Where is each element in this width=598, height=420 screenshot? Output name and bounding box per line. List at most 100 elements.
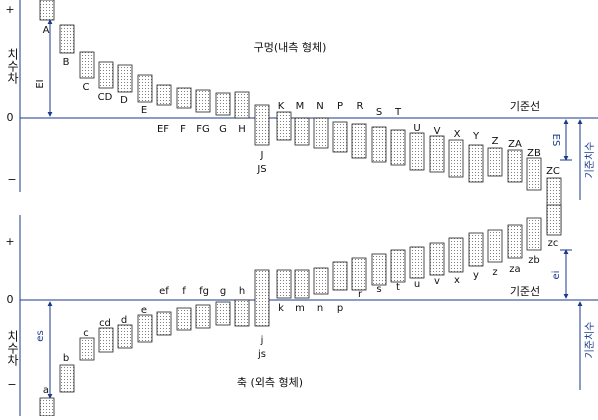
tolerance-zone: [526, 217, 542, 251]
tolerance-zone: [332, 261, 348, 291]
deviation-label: ES: [550, 134, 561, 147]
zone-label: j: [260, 335, 264, 346]
zone-label: Z: [492, 136, 499, 147]
tolerance-zone: [429, 242, 445, 276]
basic-size-label: 기준치수: [584, 142, 596, 179]
zone-label: s: [376, 284, 381, 295]
zone-label: JS: [256, 164, 266, 175]
zone-label: CD: [98, 92, 113, 103]
zero-label: 0: [7, 293, 14, 306]
zone-label: A: [43, 25, 50, 36]
tolerance-zone: [79, 337, 95, 361]
tolerance-zone: [294, 117, 310, 146]
minus-sign: −: [7, 378, 16, 391]
deviation-label: ei: [551, 271, 562, 280]
zone-label: t: [396, 282, 400, 293]
tolerance-zone: [507, 149, 523, 183]
tolerance-zone: [234, 91, 250, 119]
zone-label: y: [473, 270, 479, 281]
tolerance-zone: [390, 249, 406, 283]
zone-label: J: [260, 150, 264, 161]
tolerance-zone: [487, 147, 503, 177]
zone-label: C: [83, 82, 90, 93]
zone-label: x: [454, 275, 460, 286]
zone-label: u: [414, 279, 420, 290]
zone-label: cd: [99, 318, 111, 329]
zone-label: T: [394, 107, 402, 118]
zone-label: X: [454, 129, 461, 140]
zone-label: z: [492, 267, 497, 278]
zone-label: G: [219, 124, 227, 135]
tolerance-zone: [276, 269, 292, 299]
zone-label: M: [296, 101, 305, 112]
zone-label: N: [316, 101, 323, 112]
zone-label: EF: [157, 124, 169, 135]
zone-label: g: [220, 286, 226, 297]
title: 구멍(내측 형체): [254, 41, 327, 54]
zone-label: S: [376, 107, 382, 118]
tolerance-zone: [294, 269, 310, 299]
zone-label: U: [413, 123, 420, 134]
tolerance-zone: [98, 61, 114, 89]
zone-label: a: [43, 385, 49, 396]
baseline-label: 기준선: [510, 100, 540, 113]
zone-label: F: [180, 124, 186, 135]
zone-label: h: [239, 286, 245, 297]
baseline-label: 기준선: [510, 285, 540, 298]
tolerance-zone: [468, 232, 484, 267]
tolerance-zone: [351, 123, 367, 159]
zone-label: b: [63, 353, 69, 364]
tolerance-zone: [137, 314, 153, 343]
deviation-label: EI: [35, 79, 46, 88]
axis-label: 치수차: [6, 48, 20, 84]
tolerance-zone: [351, 257, 367, 291]
zone-label: R: [357, 101, 364, 112]
zero-label: 0: [7, 111, 14, 124]
plus-sign: +: [5, 3, 14, 16]
zone-label: k: [278, 303, 284, 314]
title: 축 (외측 형체): [237, 376, 303, 389]
tolerance-zone: [176, 87, 192, 109]
tolerance-zone: [137, 74, 153, 103]
zone-label: p: [337, 303, 343, 314]
plus-sign: +: [5, 235, 14, 248]
tolerance-zone: [215, 301, 231, 326]
zone-label: d: [121, 315, 127, 326]
zone-label: FG: [196, 124, 210, 135]
zone-label: fg: [199, 286, 209, 297]
zone-label: js: [257, 349, 266, 360]
zone-label: P: [337, 101, 343, 112]
zone-label: c: [83, 328, 89, 339]
tolerance-zone: [79, 51, 95, 79]
tolerance-zone: [117, 324, 133, 349]
tolerance-zone: [371, 253, 387, 286]
tolerance-zone: [507, 224, 523, 259]
tolerance-zone: [215, 92, 231, 116]
tolerance-zone: [409, 246, 425, 279]
tolerance-zone: [59, 364, 75, 393]
tolerance-zone: [390, 129, 406, 166]
zone-label: ZC: [546, 166, 560, 177]
tolerance-zone: [409, 132, 425, 171]
tolerance-zone: [448, 237, 464, 273]
tolerance-zone: [526, 157, 542, 191]
tolerance-zone: [98, 327, 114, 353]
zone-label: zc: [548, 238, 559, 249]
tolerance-zone: [276, 111, 292, 141]
zone-label: n: [317, 303, 323, 314]
tolerance-zone: [59, 24, 75, 54]
zone-label: H: [238, 124, 246, 135]
tolerance-zone: [156, 311, 172, 336]
tolerance-zone: [448, 139, 464, 178]
tolerance-zone: [313, 117, 329, 149]
zone-label: E: [141, 105, 147, 116]
zone-label: e: [141, 305, 147, 316]
tolerance-zone: [39, 0, 55, 21]
tolerance-zone: [313, 267, 329, 295]
zone-label: f: [182, 286, 186, 297]
tolerance-zone: [234, 299, 250, 327]
zone-label: V: [434, 126, 441, 137]
tolerance-zone: [487, 229, 503, 263]
tolerance-zone: [546, 204, 562, 236]
